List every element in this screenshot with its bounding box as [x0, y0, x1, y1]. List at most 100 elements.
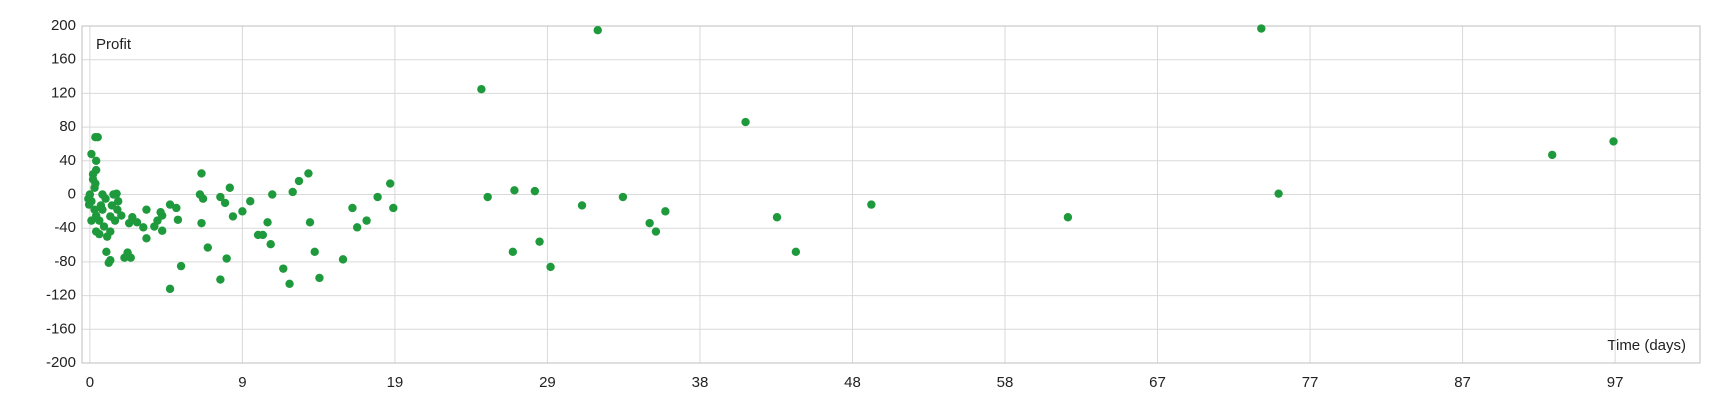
y-tick-label: -200 [46, 354, 76, 371]
point [546, 262, 555, 272]
point [279, 264, 288, 273]
y-tick-label: 200 [51, 17, 76, 34]
point [577, 201, 587, 210]
point [315, 273, 324, 283]
point [238, 207, 247, 216]
point [197, 218, 206, 228]
point [173, 215, 183, 224]
point [157, 226, 167, 235]
point [389, 203, 398, 213]
point [165, 200, 175, 209]
x-axis-label: Time (days) [1607, 337, 1686, 354]
point [165, 284, 175, 294]
point [222, 254, 231, 263]
x-tick-label: 29 [539, 374, 556, 391]
x-tick-label: 19 [387, 374, 404, 391]
point [352, 223, 362, 232]
point [530, 186, 540, 196]
point [1547, 150, 1557, 160]
point [90, 183, 99, 192]
point [510, 186, 519, 195]
point [176, 261, 186, 271]
point [268, 190, 277, 199]
x-tick-label: 87 [1454, 374, 1471, 391]
y-tick-label: 160 [51, 51, 76, 68]
y-tick-label: 40 [59, 152, 76, 169]
point [113, 197, 123, 206]
point [220, 198, 230, 208]
point [791, 247, 801, 256]
point [106, 256, 115, 265]
point [88, 175, 98, 184]
point [266, 240, 275, 249]
point [246, 197, 255, 206]
point [91, 156, 101, 165]
point [198, 194, 208, 203]
point [228, 212, 238, 221]
point [305, 218, 315, 227]
point [338, 255, 348, 264]
point [741, 117, 750, 127]
point [535, 237, 544, 246]
point [385, 179, 395, 188]
point [110, 216, 120, 225]
point [101, 194, 110, 203]
point [93, 133, 102, 142]
point [304, 169, 313, 178]
y-axis-label: Profit [96, 36, 132, 53]
point [651, 227, 661, 236]
point [99, 222, 109, 231]
x-tick-label: 9 [238, 374, 246, 391]
point [310, 247, 319, 256]
point [294, 176, 304, 186]
point [373, 192, 382, 202]
y-tick-label: 120 [51, 84, 76, 101]
x-tick-label: 38 [692, 374, 709, 391]
point [348, 203, 357, 213]
y-tick-label: -160 [46, 320, 76, 337]
point [645, 218, 654, 228]
point [508, 247, 518, 256]
point [483, 192, 492, 202]
point [142, 205, 151, 214]
x-tick-label: 67 [1149, 374, 1166, 391]
point [203, 243, 212, 252]
point [216, 192, 225, 202]
point [772, 213, 782, 222]
plot-area [81, 25, 1701, 364]
point [87, 149, 96, 159]
point [225, 183, 235, 192]
point [120, 253, 129, 262]
x-tick-label: 48 [844, 374, 861, 391]
y-tick-label: -40 [54, 219, 76, 236]
x-tick-label: 77 [1302, 374, 1319, 391]
point [117, 211, 126, 220]
point [87, 216, 96, 225]
point [288, 187, 297, 197]
point [113, 205, 122, 214]
point [258, 230, 268, 240]
x-tick-label: 58 [997, 374, 1014, 391]
point [126, 253, 135, 262]
point [867, 200, 876, 209]
point [95, 229, 104, 239]
y-tick-label: -80 [54, 253, 76, 270]
point [197, 169, 206, 178]
point [477, 84, 486, 94]
point [91, 165, 101, 175]
point [102, 247, 111, 256]
point [362, 216, 371, 225]
y-tick-label: 0 [68, 185, 76, 202]
point [661, 207, 670, 216]
point [1609, 137, 1618, 146]
point [98, 205, 107, 214]
x-tick-label: 0 [86, 374, 94, 391]
point [593, 26, 602, 35]
x-tick-label: 97 [1607, 374, 1624, 391]
point [102, 232, 112, 241]
point [124, 218, 134, 228]
y-tick-label: 80 [59, 118, 76, 135]
point [95, 216, 104, 225]
